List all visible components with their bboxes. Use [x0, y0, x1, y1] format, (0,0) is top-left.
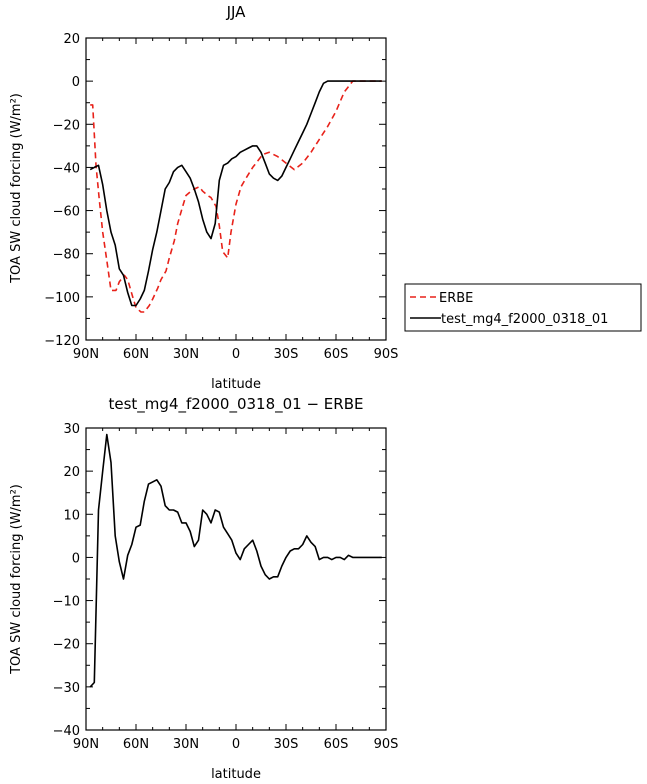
top-tick-marks	[85, 37, 387, 341]
y-tick-label: −30	[53, 681, 80, 696]
x-tick-label: 60S	[324, 347, 349, 362]
y-tick-label: −60	[53, 205, 80, 220]
x-tick-label: 30S	[274, 737, 299, 752]
y-tick-label: 0	[72, 551, 80, 566]
y-tick-label: −20	[53, 638, 80, 653]
bottom-tick-marks	[85, 427, 387, 731]
y-tick-label: 10	[63, 508, 80, 523]
y-tick-label: −80	[53, 248, 80, 263]
x-tick-label: 30N	[173, 737, 199, 752]
top-plot-frame	[85, 37, 387, 341]
top-series-group	[89, 80, 382, 313]
bottom-x-tick-labels: 90N 60N 30N 0 30S 60S 90S	[73, 737, 399, 752]
legend: ERBE test_mg4_f2000_0318_01	[404, 283, 642, 332]
bottom-plot-frame	[85, 427, 387, 731]
legend-label-model: test_mg4_f2000_0318_01	[441, 312, 608, 327]
bottom-series-group	[89, 433, 382, 688]
series-line-test-mg4-f2000-0318-01	[89, 80, 382, 307]
top-x-tick-labels: 90N 60N 30N 0 30S 60S 90S	[73, 347, 399, 362]
y-tick-label: −100	[44, 291, 80, 306]
bottom-panel: test_mg4_f2000_0318_01 − ERBE TOA SW clo…	[9, 395, 398, 782]
legend-label-erbe: ERBE	[439, 291, 473, 306]
bottom-y-tick-labels: −40 −30 −20 −10 0 10 20 30	[53, 422, 80, 739]
y-tick-label: 30	[63, 422, 80, 437]
x-tick-label: 30S	[274, 347, 299, 362]
top-panel: JJA TOA SW cloud forcing (W/m²) latitude…	[9, 3, 398, 392]
series-line-erbe	[90, 80, 382, 313]
x-tick-label: 0	[232, 347, 240, 362]
y-tick-label: 20	[63, 32, 80, 47]
y-tick-label: −120	[44, 334, 80, 349]
legend-box	[404, 283, 642, 332]
y-tick-label: −20	[53, 118, 80, 133]
top-y-axis-label: TOA SW cloud forcing (W/m²)	[9, 93, 24, 284]
x-tick-label: 90S	[374, 737, 399, 752]
y-tick-label: 20	[63, 465, 80, 480]
y-tick-label: −40	[53, 724, 80, 739]
y-tick-label: −10	[53, 595, 80, 610]
x-tick-label: 90N	[73, 347, 99, 362]
top-y-tick-labels: −120 −100 −80 −60 −40 −20 0 20	[44, 32, 80, 349]
bottom-x-axis-label: latitude	[211, 767, 261, 782]
x-tick-label: 90N	[73, 737, 99, 752]
series-line-difference	[89, 433, 382, 688]
x-tick-label: 30N	[173, 347, 199, 362]
top-title: JJA	[226, 3, 247, 21]
x-tick-label: 60N	[123, 347, 149, 362]
x-tick-label: 60N	[123, 737, 149, 752]
y-tick-label: 0	[72, 75, 80, 90]
x-tick-label: 60S	[324, 737, 349, 752]
x-tick-label: 90S	[374, 347, 399, 362]
y-tick-label: −40	[53, 161, 80, 176]
top-x-axis-label: latitude	[211, 377, 261, 392]
x-tick-label: 0	[232, 737, 240, 752]
bottom-y-axis-label: TOA SW cloud forcing (W/m²)	[9, 484, 24, 675]
bottom-title: test_mg4_f2000_0318_01 − ERBE	[109, 395, 364, 414]
